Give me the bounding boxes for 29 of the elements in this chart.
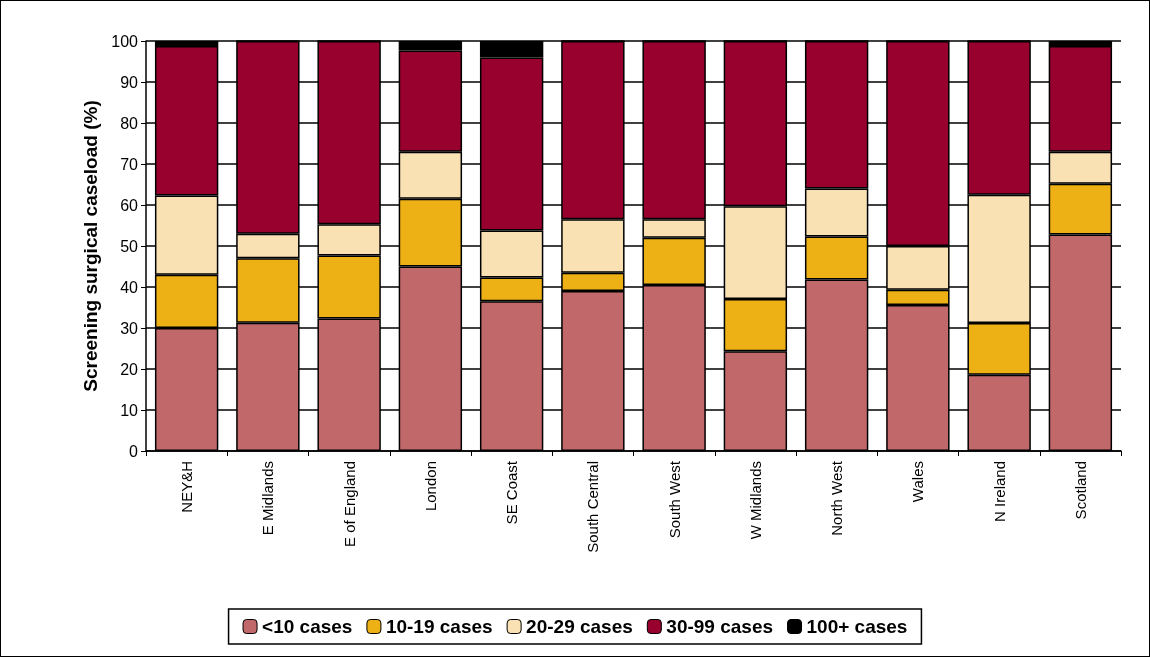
y-tick-label: 50 xyxy=(120,237,139,255)
y-tick-label: 100 xyxy=(111,32,139,50)
x-tick-label: N Ireland xyxy=(990,461,1008,522)
legend-label: <10 cases xyxy=(262,616,353,637)
legend-label: 20-29 cases xyxy=(526,616,633,637)
y-tick-label: 90 xyxy=(120,73,139,91)
y-tick-label: 30 xyxy=(120,319,139,337)
y-axis-title: Screening surgical caseload (%) xyxy=(80,100,102,392)
y-tick-label: 0 xyxy=(129,442,139,460)
x-tick-label: Scotland xyxy=(1071,461,1089,520)
x-tick-label: North West xyxy=(828,460,846,536)
y-tick-label: 10 xyxy=(120,401,139,419)
x-tick-label: South West xyxy=(665,460,683,539)
x-tick-label: E Midlands xyxy=(259,461,277,536)
y-tick-label: 20 xyxy=(120,360,139,378)
x-tick-label: E of England xyxy=(340,461,358,547)
x-tick-label: Wales xyxy=(909,461,927,503)
x-tick-label: NEY&H xyxy=(178,461,196,513)
legend-label: 100+ cases xyxy=(806,616,908,637)
y-tick-label: 60 xyxy=(120,196,139,214)
x-tick-label: SE Coast xyxy=(503,460,521,525)
y-tick-label: 40 xyxy=(120,278,139,296)
legend-label: 10-19 cases xyxy=(385,616,493,637)
x-tick-label: London xyxy=(421,461,439,512)
x-tick-label: W Midlands xyxy=(746,461,764,540)
y-tick-label: 70 xyxy=(120,155,139,173)
x-tick-label: South Central xyxy=(584,461,602,553)
legend-label: 30-99 cases xyxy=(666,616,774,637)
y-tick-label: 80 xyxy=(120,114,139,132)
